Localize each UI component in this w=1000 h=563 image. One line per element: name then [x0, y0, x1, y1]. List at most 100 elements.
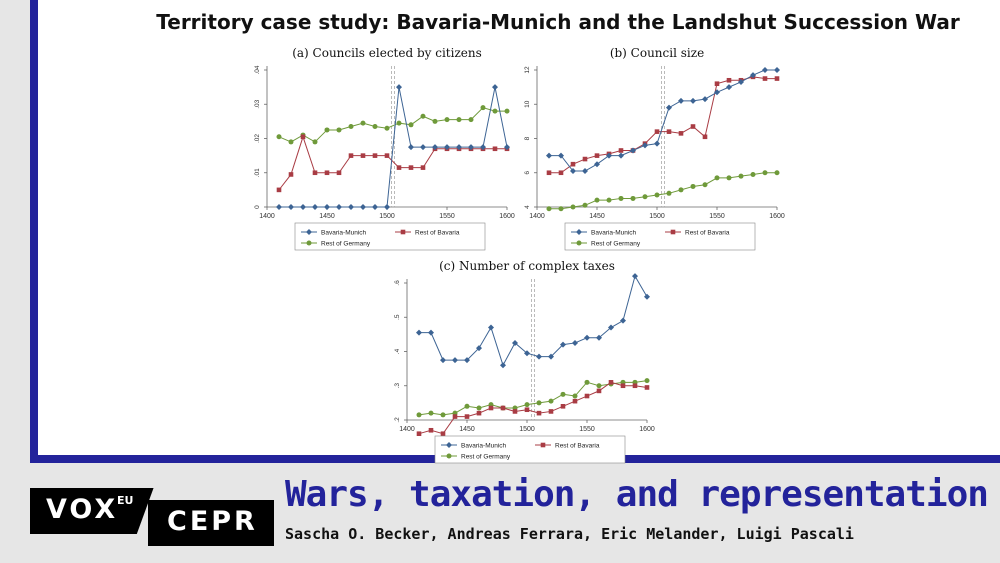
- data-point-rest_of_germany: [582, 202, 588, 208]
- data-point-rest_of_germany: [504, 108, 510, 114]
- data-point-bavaria_munich: [276, 204, 282, 210]
- x-tick-label: 1400: [399, 426, 415, 433]
- x-tick-label: 1550: [439, 213, 455, 220]
- data-point-bavaria_munich: [666, 104, 672, 111]
- x-tick-label: 1550: [579, 426, 595, 433]
- data-point-bavaria_munich: [464, 357, 470, 364]
- x-tick-label: 1600: [639, 426, 655, 433]
- data-point-rest_of_bavaria: [702, 134, 708, 140]
- data-point-bavaria_munich: [372, 204, 378, 210]
- chart-title: (a) Councils elected by citizens: [292, 46, 482, 60]
- data-point-bavaria_munich: [384, 204, 390, 210]
- data-point-rest_of_bavaria: [596, 388, 602, 394]
- data-point-rest_of_germany: [468, 117, 474, 123]
- data-point-rest_of_bavaria: [324, 170, 330, 176]
- data-point-rest_of_germany: [288, 139, 294, 145]
- x-tick-label: 1600: [769, 213, 785, 220]
- data-point-rest_of_bavaria: [678, 131, 684, 136]
- data-point-rest_of_bavaria: [584, 393, 590, 399]
- legend-swatch-marker: [540, 442, 546, 448]
- data-point-rest_of_bavaria: [492, 146, 498, 152]
- data-point-bavaria_munich: [428, 329, 434, 336]
- data-point-bavaria_munich: [726, 84, 732, 91]
- data-point-bavaria_munich: [594, 161, 600, 168]
- data-point-rest_of_bavaria: [360, 153, 366, 158]
- data-point-rest_of_germany: [726, 175, 732, 181]
- y-tick-label: .04: [254, 65, 261, 74]
- data-point-bavaria_munich: [558, 152, 564, 159]
- legend-box: [294, 222, 486, 251]
- legend-label: Rest of Bavaria: [555, 443, 600, 450]
- data-point-rest_of_germany: [408, 122, 414, 128]
- data-point-rest_of_germany: [312, 139, 318, 145]
- data-point-rest_of_bavaria: [762, 76, 768, 81]
- data-point-rest_of_bavaria: [276, 187, 282, 193]
- data-point-rest_of_bavaria: [608, 380, 614, 385]
- data-point-bavaria_munich: [504, 144, 510, 151]
- x-tick-label: 1550: [709, 213, 725, 220]
- data-point-rest_of_bavaria: [500, 405, 506, 411]
- y-tick-label: 6: [524, 171, 531, 175]
- data-point-bavaria_munich: [654, 140, 660, 147]
- data-point-bavaria_munich: [762, 67, 768, 73]
- data-point-rest_of_germany: [774, 170, 780, 176]
- legend-swatch-marker: [576, 240, 582, 246]
- data-point-bavaria_munich: [678, 97, 684, 104]
- data-point-bavaria_munich: [644, 293, 650, 300]
- data-point-bavaria_munich: [324, 204, 330, 210]
- data-point-rest_of_germany: [690, 183, 696, 189]
- x-tick-label: 1400: [529, 213, 545, 220]
- data-point-rest_of_bavaria: [488, 405, 494, 411]
- data-point-rest_of_germany: [444, 117, 450, 123]
- series-line-bavaria_munich: [419, 274, 648, 367]
- data-point-rest_of_germany: [584, 379, 590, 385]
- cepr-logo[interactable]: [148, 500, 274, 546]
- data-point-bavaria_munich: [512, 339, 518, 346]
- cepr-logo-text: CEPR: [167, 506, 258, 537]
- data-point-rest_of_germany: [548, 398, 554, 404]
- data-point-rest_of_bavaria: [558, 170, 564, 176]
- data-point-rest_of_germany: [738, 173, 744, 179]
- data-point-rest_of_germany: [492, 108, 498, 114]
- legend-label: Bavaria-Munich: [321, 230, 367, 237]
- data-point-bavaria_munich: [572, 339, 578, 346]
- data-point-rest_of_bavaria: [420, 165, 426, 170]
- slide-title: Territory case study: Bavaria-Munich and…: [156, 10, 960, 34]
- data-point-rest_of_germany: [440, 412, 446, 418]
- data-point-bavaria_munich: [444, 144, 450, 151]
- data-point-bavaria_munich: [582, 168, 588, 175]
- legend-label: Rest of Bavaria: [685, 230, 730, 237]
- data-point-bavaria_munich: [396, 84, 402, 91]
- y-tick-label: .3: [394, 383, 401, 389]
- legend-swatch-marker: [446, 442, 452, 448]
- legend-swatch-marker: [670, 229, 676, 235]
- data-point-bavaria_munich: [524, 350, 530, 357]
- data-point-rest_of_germany: [384, 125, 390, 131]
- data-point-rest_of_germany: [428, 410, 434, 416]
- data-point-rest_of_bavaria: [536, 410, 542, 416]
- data-point-bavaria_munich: [420, 144, 426, 151]
- vox-logo[interactable]: [30, 488, 155, 534]
- data-point-rest_of_bavaria: [726, 77, 732, 83]
- data-point-rest_of_germany: [276, 134, 282, 140]
- data-point-bavaria_munich: [560, 341, 566, 348]
- vox-logo-text: VOX: [46, 494, 119, 525]
- data-point-bavaria_munich: [456, 144, 462, 151]
- y-tick-label: .01: [254, 168, 261, 177]
- data-point-rest_of_germany: [666, 190, 672, 196]
- legend-box: [564, 222, 756, 251]
- data-point-rest_of_bavaria: [372, 153, 378, 158]
- series-line-rest_of_germany: [278, 107, 507, 143]
- data-point-rest_of_germany: [348, 124, 354, 130]
- data-point-rest_of_bavaria: [714, 81, 720, 86]
- chart-complex-taxes: (c) Number of complex taxes .2 .3 .4 .5 .6 140…: [394, 259, 655, 464]
- data-point-rest_of_bavaria: [396, 165, 402, 170]
- footer-title: Wars, taxation, and representation: [285, 474, 989, 515]
- x-tick-label: 1600: [499, 213, 515, 220]
- data-point-rest_of_bavaria: [560, 404, 566, 409]
- chart-title: (c) Number of complex taxes: [439, 259, 615, 273]
- data-point-rest_of_bavaria: [632, 383, 638, 389]
- data-point-bavaria_munich: [714, 89, 720, 96]
- data-point-bavaria_munich: [300, 204, 306, 210]
- data-point-bavaria_munich: [408, 144, 414, 151]
